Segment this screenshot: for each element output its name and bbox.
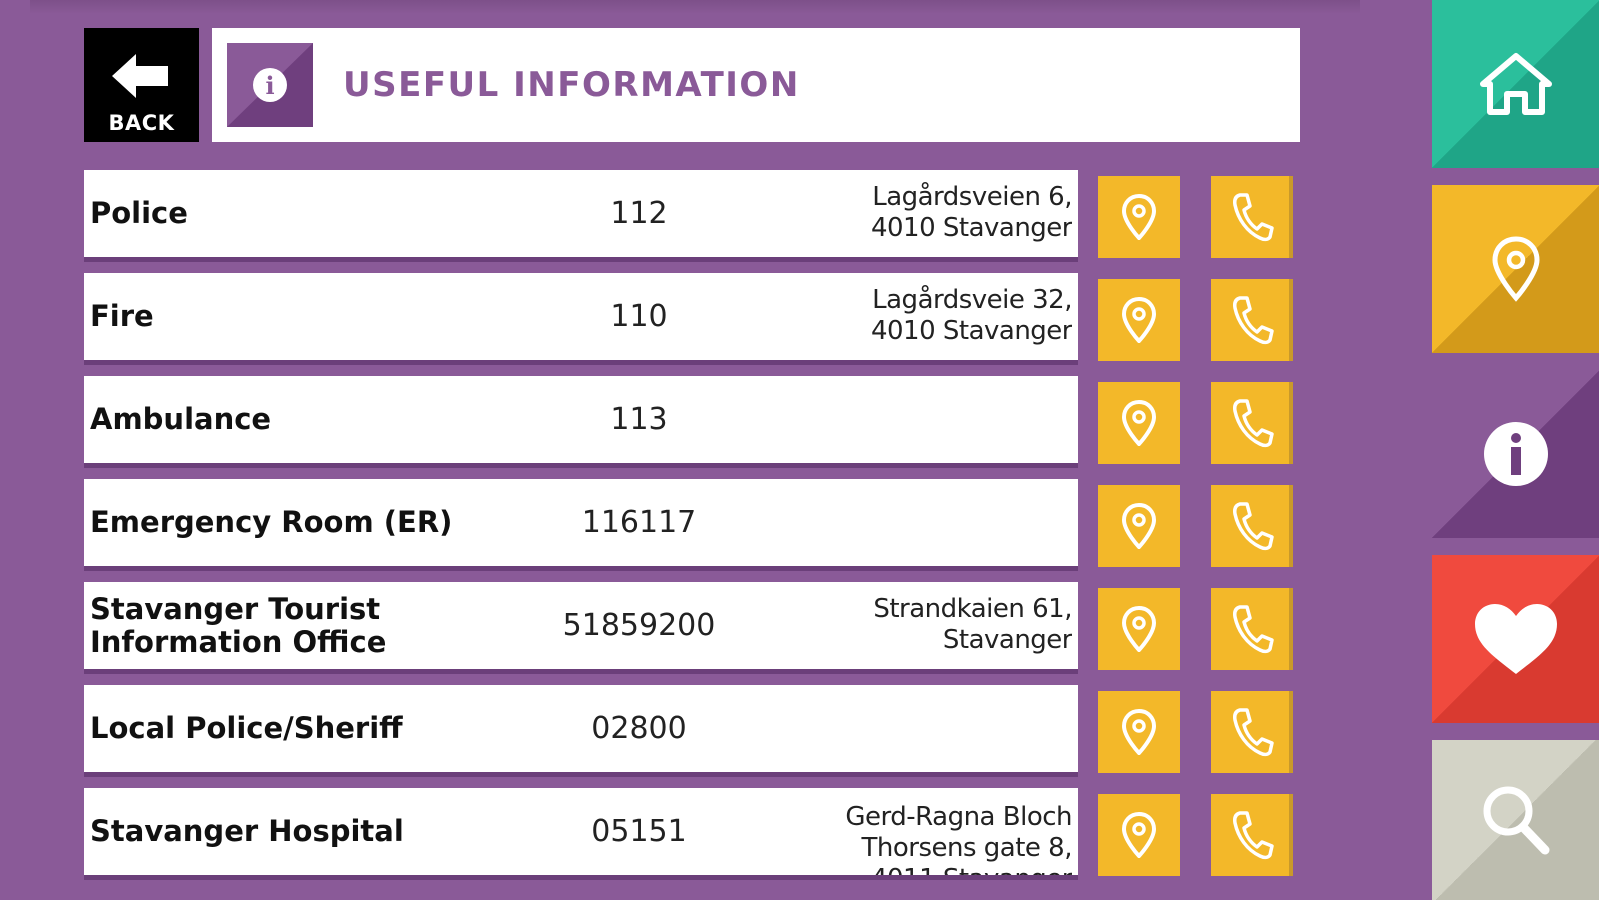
nav-heart-button[interactable]: [1432, 555, 1599, 723]
back-label: BACK: [108, 111, 175, 135]
contact-card[interactable]: Fire 110 Lagårdsveie 32, 4010 Stavanger: [84, 273, 1078, 365]
address-line: Strandkaien 61,: [873, 594, 1072, 624]
contact-row: Emergency Room (ER) 116117: [84, 479, 1304, 571]
info-icon: i: [227, 43, 313, 127]
contact-row: Stavanger Tourist Information Office 51859…: [84, 582, 1304, 674]
contact-name: Stavanger Hospital: [90, 814, 404, 848]
map-pin-icon: [1122, 503, 1156, 549]
address-line: Thorsens gate 8,: [861, 833, 1073, 863]
call-button[interactable]: [1211, 485, 1293, 567]
map-button[interactable]: [1098, 691, 1180, 773]
contact-row: Stavanger Hospital 05151 Gerd-Ragna Bloch T…: [84, 788, 1304, 880]
phone-icon: [1230, 604, 1274, 654]
contact-address: Lagårdsveie 32, 4010 Stavanger: [792, 285, 1072, 358]
map-button[interactable]: [1098, 382, 1180, 464]
contact-card[interactable]: Stavanger Tourist Information Office 51859…: [84, 582, 1078, 674]
contact-row: Fire 110 Lagårdsveie 32, 4010 Stavanger: [84, 273, 1304, 365]
contact-phone: 05151: [591, 814, 687, 849]
call-button[interactable]: [1211, 691, 1293, 773]
map-button[interactable]: [1098, 794, 1180, 876]
call-button[interactable]: [1211, 382, 1293, 464]
side-navigation: [1432, 0, 1599, 900]
map-pin-icon: [1491, 236, 1540, 302]
address-line: 4011 Stavanger: [792, 864, 1072, 875]
contact-address: Lagårdsveien 6, 4010 Stavanger: [792, 182, 1072, 255]
phone-icon: [1230, 398, 1274, 448]
address-line: Lagårdsveien 6,: [872, 182, 1072, 212]
contact-name-line: Stavanger Tourist: [90, 591, 381, 626]
contact-name: Ambulance: [90, 402, 272, 436]
map-button[interactable]: [1098, 176, 1180, 258]
map-pin-icon: [1122, 400, 1156, 446]
page-title: USEFUL INFORMATION: [343, 65, 800, 105]
info-icon: [1482, 420, 1550, 488]
phone-icon: [1230, 707, 1274, 757]
contact-phone: 110: [610, 299, 668, 334]
address-line: Gerd-Ragna Bloch: [845, 802, 1072, 832]
contact-phone: 116117: [581, 505, 697, 540]
nav-map-pin-button[interactable]: [1432, 185, 1599, 353]
contact-row: Local Police/Sheriff 02800: [84, 685, 1304, 777]
home-icon: [1479, 52, 1553, 116]
phone-icon: [1230, 501, 1274, 551]
top-shadow: [30, 0, 1360, 14]
contact-row: Police 112 Lagårdsveien 6, 4010 Stavanger: [84, 170, 1304, 262]
contact-name: Fire: [90, 299, 154, 333]
contact-name: Stavanger Tourist Information Office: [90, 582, 540, 669]
call-button[interactable]: [1211, 279, 1293, 361]
map-pin-icon: [1122, 709, 1156, 755]
contact-phone: 113: [610, 402, 668, 437]
contact-name: Emergency Room (ER): [90, 505, 453, 539]
nav-home-button[interactable]: [1432, 0, 1599, 168]
address-line: 4010 Stavanger: [870, 213, 1072, 243]
map-button[interactable]: [1098, 485, 1180, 567]
title-bar: i USEFUL INFORMATION: [212, 28, 1300, 142]
call-button[interactable]: [1211, 794, 1293, 876]
map-pin-icon: [1122, 812, 1156, 858]
call-button[interactable]: [1211, 176, 1293, 258]
map-pin-icon: [1122, 606, 1156, 652]
contact-name-line: Information Office: [90, 624, 387, 659]
address-line: 4010 Stavanger: [870, 316, 1072, 346]
contact-row: Ambulance 113: [84, 376, 1304, 468]
contact-name: Police: [90, 196, 188, 230]
map-pin-icon: [1122, 297, 1156, 343]
back-arrow-icon: [112, 54, 168, 98]
contact-card[interactable]: Police 112 Lagårdsveien 6, 4010 Stavanger: [84, 170, 1078, 262]
contact-card[interactable]: Local Police/Sheriff 02800: [84, 685, 1078, 777]
contact-phone: 112: [610, 196, 668, 231]
map-button[interactable]: [1098, 279, 1180, 361]
address-line: Stavanger: [942, 625, 1072, 655]
map-pin-icon: [1122, 194, 1156, 240]
contact-card[interactable]: Stavanger Hospital 05151 Gerd-Ragna Bloch T…: [84, 788, 1078, 880]
map-button[interactable]: [1098, 588, 1180, 670]
address-line: Lagårdsveie 32,: [872, 285, 1072, 315]
contact-phone: 02800: [591, 711, 687, 746]
back-button[interactable]: BACK: [84, 28, 199, 142]
contact-name: Local Police/Sheriff: [90, 711, 403, 745]
nav-search-button[interactable]: [1432, 740, 1599, 900]
phone-icon: [1230, 295, 1274, 345]
contact-card[interactable]: Ambulance 113: [84, 376, 1078, 468]
call-button[interactable]: [1211, 588, 1293, 670]
search-icon: [1481, 784, 1551, 856]
nav-info-button[interactable]: [1432, 370, 1599, 538]
phone-icon: [1230, 192, 1274, 242]
contact-address: Strandkaien 61, Stavanger: [792, 594, 1072, 667]
contact-phone: 51859200: [562, 608, 716, 643]
heart-icon: [1473, 602, 1559, 676]
contact-card[interactable]: Emergency Room (ER) 116117: [84, 479, 1078, 571]
phone-icon: [1230, 810, 1274, 860]
